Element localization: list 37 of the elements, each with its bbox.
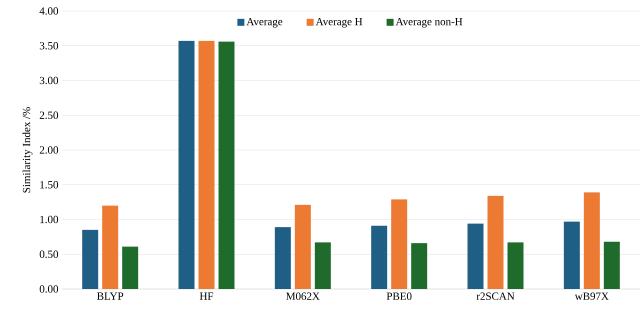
x-tick-label: r2SCAN: [476, 292, 514, 300]
bar: [508, 242, 524, 289]
bar: [468, 224, 484, 289]
legend-label: Average: [246, 18, 282, 28]
y-axis-title: Similarity Index /%: [22, 107, 32, 192]
bar: [218, 42, 235, 289]
bar: [102, 206, 118, 289]
x-tick-label: PBE0: [386, 292, 412, 300]
y-tick-label: 2.00: [40, 146, 58, 154]
bar: [371, 226, 388, 289]
bar: [604, 242, 620, 289]
y-tick-label: 0.50: [40, 250, 58, 258]
bar: [314, 242, 331, 289]
bar: [488, 196, 504, 289]
bar: [82, 230, 98, 289]
y-tick-label: 4.00: [40, 7, 58, 15]
y-tick-label: 3.50: [40, 42, 58, 50]
bar: [122, 246, 138, 289]
bar: [564, 222, 580, 289]
legend-label: Average non-H: [396, 18, 462, 28]
y-tick-label: 2.50: [40, 112, 58, 119]
bar: [294, 204, 311, 289]
legend-label: Average H: [316, 18, 362, 28]
y-tick-label: 0.00: [40, 285, 58, 293]
y-tick-label: 3.00: [40, 76, 58, 84]
y-tick-label: 1.50: [40, 181, 58, 188]
x-tick-label: BLYP: [97, 292, 124, 300]
bar: [274, 227, 291, 289]
bar: [198, 40, 215, 289]
x-tick-label: wB97X: [574, 292, 609, 300]
bar: [584, 192, 600, 289]
bar: [391, 199, 408, 289]
bar: [178, 40, 195, 289]
y-tick-label: 1.00: [40, 216, 58, 224]
x-tick-label: M062X: [286, 292, 320, 300]
x-tick-label: HF: [200, 292, 214, 300]
bar: [411, 243, 428, 289]
